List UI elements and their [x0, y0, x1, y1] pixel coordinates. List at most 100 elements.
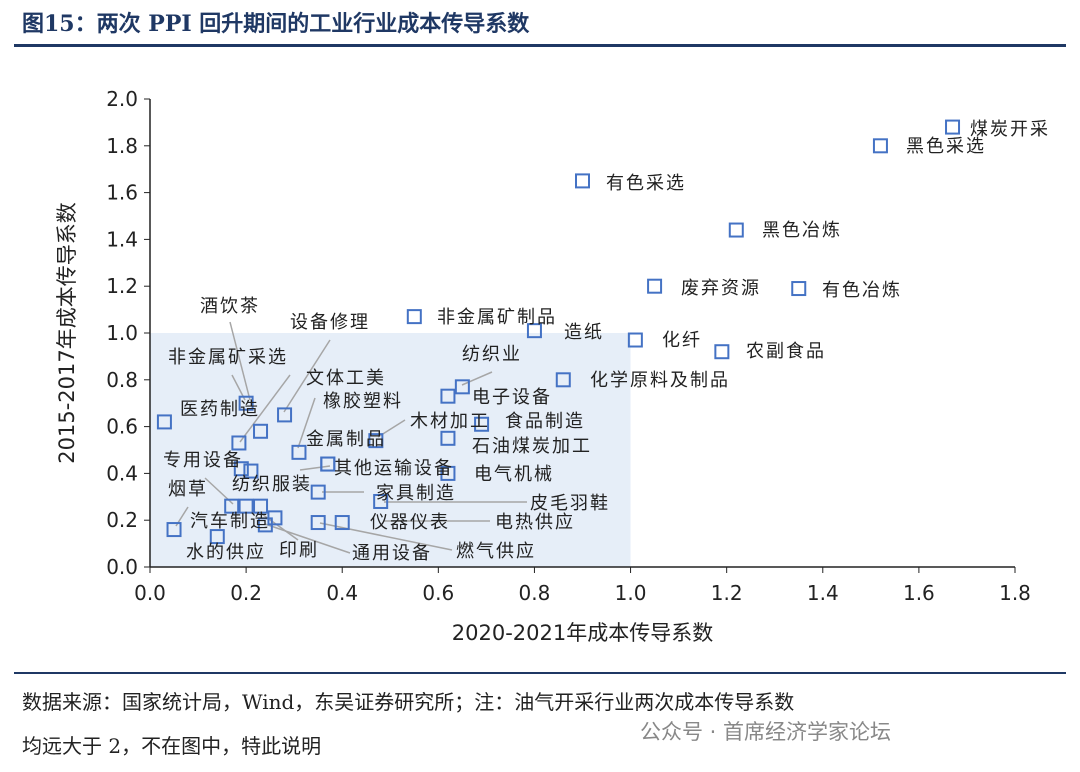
point-label: 皮毛羽鞋: [530, 493, 610, 514]
data-point: [440, 388, 456, 404]
figure-title: 图15：两次 PPI 回升期间的工业行业成本传导系数: [22, 11, 530, 37]
watermark: 公众号 · 首席经济学家论坛: [640, 720, 892, 744]
leader-line: [229, 321, 251, 401]
shaded-region: [150, 333, 631, 567]
point-label: 造纸: [564, 322, 604, 343]
x-tick-label: 1.6: [903, 581, 935, 605]
source-note-line1: 数据来源：国家统计局，Wind，东吴证券研究所；注：油气开采行业两次成本传导系数: [22, 690, 795, 714]
point-label: 木材加工: [410, 411, 490, 432]
point-label: 专用设备: [163, 450, 243, 471]
leader-line: [264, 523, 351, 554]
y-tick-label: 0.0: [106, 555, 138, 579]
data-point: [156, 414, 172, 430]
point-label: 医药制造: [180, 399, 260, 420]
x-tick-label: 1.8: [999, 581, 1031, 605]
data-point: [253, 498, 269, 514]
data-point: [334, 515, 350, 531]
data-point: [454, 379, 470, 395]
data-point: [224, 498, 240, 514]
data-point: [310, 515, 326, 531]
data-point: [209, 529, 225, 545]
data-point: [714, 344, 730, 360]
data-point: [526, 323, 542, 339]
point-label: 纺织服装: [232, 474, 312, 495]
point-label: 化纤: [662, 330, 702, 351]
x-tick-label: 0.4: [326, 581, 358, 605]
y-tick-label: 0.2: [106, 508, 138, 532]
y-tick-label: 1.4: [106, 227, 138, 251]
point-label: 纺织业: [462, 344, 522, 365]
point-label: 电子设备: [472, 387, 552, 408]
point-label: 燃气供应: [456, 541, 536, 562]
data-point: [575, 173, 590, 189]
data-point: [257, 517, 273, 533]
data-point: [238, 498, 254, 514]
point-label: 印刷: [279, 540, 319, 561]
data-point: [243, 463, 259, 479]
y-tick-label: 1.2: [106, 274, 138, 298]
y-tick-label: 0.8: [106, 368, 138, 392]
data-point: [440, 430, 456, 446]
point-label: 农副食品: [746, 341, 826, 362]
point-label: 有色冶炼: [822, 280, 902, 301]
y-tick-label: 1.6: [106, 181, 138, 205]
point-label: 烟草: [168, 479, 208, 500]
source-note-line2: 均远大于 2，不在图中，特此说明: [22, 734, 322, 758]
point-label: 废弃资源: [681, 278, 761, 299]
data-point: [291, 444, 307, 460]
data-point: [474, 416, 490, 432]
data-point: [238, 395, 254, 411]
leader-line: [461, 371, 493, 386]
x-tick-label: 0.0: [134, 581, 166, 605]
data-point: [233, 461, 249, 477]
x-tick-label: 0.6: [422, 581, 454, 605]
data-point: [440, 465, 456, 481]
point-label: 化学原料及制品: [590, 370, 730, 391]
y-tick-label: 0.6: [106, 415, 138, 439]
point-label: 黑色采选: [906, 136, 986, 157]
point-label: 电热供应: [495, 512, 575, 533]
point-label: 金属制品: [306, 429, 386, 450]
data-point: [231, 435, 247, 451]
footer-rule: [14, 672, 1066, 674]
data-point: [647, 278, 663, 294]
leader-line: [319, 522, 453, 551]
data-point: [406, 309, 422, 325]
data-point: [945, 119, 961, 135]
data-point: [728, 222, 744, 238]
x-tick-label: 0.8: [519, 581, 551, 605]
point-label: 设备修理: [290, 312, 370, 333]
x-axis-label: 2020-2021年成本传导系数: [452, 621, 713, 645]
data-point: [872, 138, 888, 154]
data-point: [368, 433, 384, 449]
data-point: [555, 372, 571, 388]
data-point: [310, 484, 326, 500]
x-tick-label: 1.0: [615, 581, 647, 605]
y-tick-label: 1.0: [106, 321, 138, 345]
data-point: [277, 407, 293, 423]
point-label: 酒饮茶: [200, 296, 260, 317]
data-point: [253, 423, 269, 439]
data-point: [627, 332, 643, 348]
point-label: 家具制造: [376, 483, 456, 504]
point-label: 水的供应: [186, 542, 266, 563]
data-point: [791, 281, 807, 297]
leader-line: [299, 465, 331, 471]
point-label: 煤炭开采: [970, 119, 1050, 140]
title-rule: [14, 44, 1066, 47]
data-point: [166, 522, 182, 538]
point-label: 非金属矿采选: [168, 347, 288, 368]
x-tick-label: 1.4: [807, 581, 839, 605]
point-label: 汽车制造: [190, 511, 270, 532]
point-label: 其他运输设备: [334, 458, 454, 479]
y-axis-label: 2015-2017年成本传导系数: [55, 202, 79, 463]
y-tick-label: 0.4: [106, 461, 138, 485]
leader-line: [297, 397, 316, 449]
data-point: [373, 493, 389, 509]
point-label: 电气机械: [474, 464, 554, 485]
y-tick-label: 2.0: [106, 87, 138, 111]
point-label: 非金属矿制品: [437, 307, 557, 328]
point-label: 石油煤炭加工: [472, 436, 592, 457]
leader-line: [283, 339, 331, 413]
